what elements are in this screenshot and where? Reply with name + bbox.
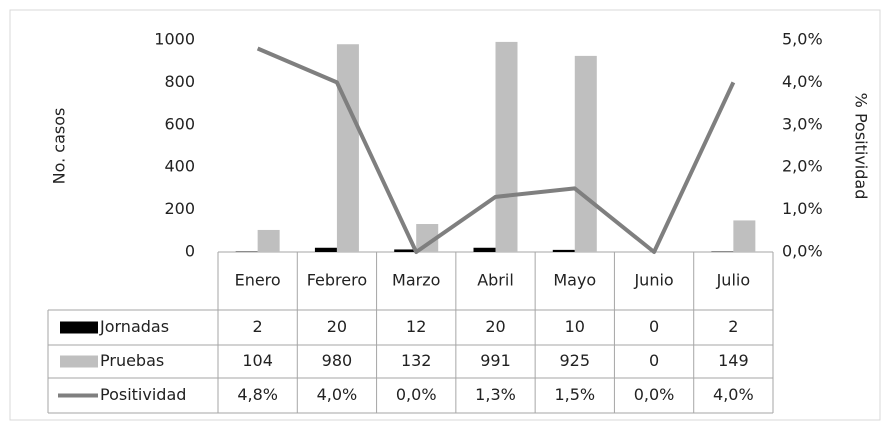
legend-label: Positividad xyxy=(100,385,186,404)
bar xyxy=(416,224,439,252)
category-label: Enero xyxy=(235,271,281,290)
table-value: 4,8% xyxy=(237,385,278,404)
table-value: 925 xyxy=(560,351,591,370)
table-value: 0 xyxy=(649,317,659,336)
table-value: 0,0% xyxy=(396,385,437,404)
legend-label: Pruebas xyxy=(100,351,164,370)
bar xyxy=(495,41,518,252)
y2-tick-label: 0,0% xyxy=(782,242,823,261)
y-tick-label: 800 xyxy=(164,72,195,91)
category-label: Mayo xyxy=(553,271,596,290)
category-label: Abril xyxy=(477,271,514,290)
bar xyxy=(574,55,597,253)
y-tick-label: 200 xyxy=(164,199,195,218)
table-value: 1,5% xyxy=(554,385,595,404)
category-label: Julio xyxy=(716,271,751,290)
y2-tick-label: 3,0% xyxy=(782,114,823,133)
table-value: 10 xyxy=(565,317,585,336)
y2-tick-label: 1,0% xyxy=(782,199,823,218)
table-value: 104 xyxy=(242,351,273,370)
bar xyxy=(473,247,496,252)
table-value: 4,0% xyxy=(713,385,754,404)
table-value: 4,0% xyxy=(317,385,358,404)
bar xyxy=(733,220,756,252)
y2-tick-label: 2,0% xyxy=(782,157,823,176)
table-value: 0,0% xyxy=(634,385,675,404)
table-value: 20 xyxy=(327,317,347,336)
table-value: 2 xyxy=(728,317,738,336)
y-axis-title: No. casos xyxy=(50,108,69,185)
y2-tick-label: 4,0% xyxy=(782,72,823,91)
legend-label: Jornadas xyxy=(99,317,169,336)
legend-key xyxy=(60,321,98,334)
y-tick-label: 600 xyxy=(164,114,195,133)
category-label: Junio xyxy=(633,271,673,290)
bar xyxy=(336,44,359,252)
y-tick-label: 1000 xyxy=(154,30,195,49)
bar xyxy=(257,229,280,252)
chart-frame xyxy=(9,9,881,421)
y2-axis-title: % Positividad xyxy=(852,93,871,200)
y2-tick-label: 5,0% xyxy=(782,30,823,49)
line-series xyxy=(256,46,736,254)
table-value: 2 xyxy=(253,317,263,336)
bar xyxy=(552,249,575,252)
bar xyxy=(314,247,337,252)
table-value: 132 xyxy=(401,351,432,370)
category-label: Marzo xyxy=(392,271,440,290)
table-value: 980 xyxy=(322,351,353,370)
table-value: 0 xyxy=(649,351,659,370)
bar xyxy=(394,249,417,252)
table-value: 1,3% xyxy=(475,385,516,404)
table-value: 991 xyxy=(480,351,511,370)
table-value: 20 xyxy=(485,317,505,336)
y-tick-label: 0 xyxy=(185,242,195,261)
table-value: 12 xyxy=(406,317,426,336)
category-label: Febrero xyxy=(307,271,367,290)
legend-key xyxy=(60,355,98,368)
y-tick-label: 400 xyxy=(164,157,195,176)
table-value: 149 xyxy=(718,351,749,370)
